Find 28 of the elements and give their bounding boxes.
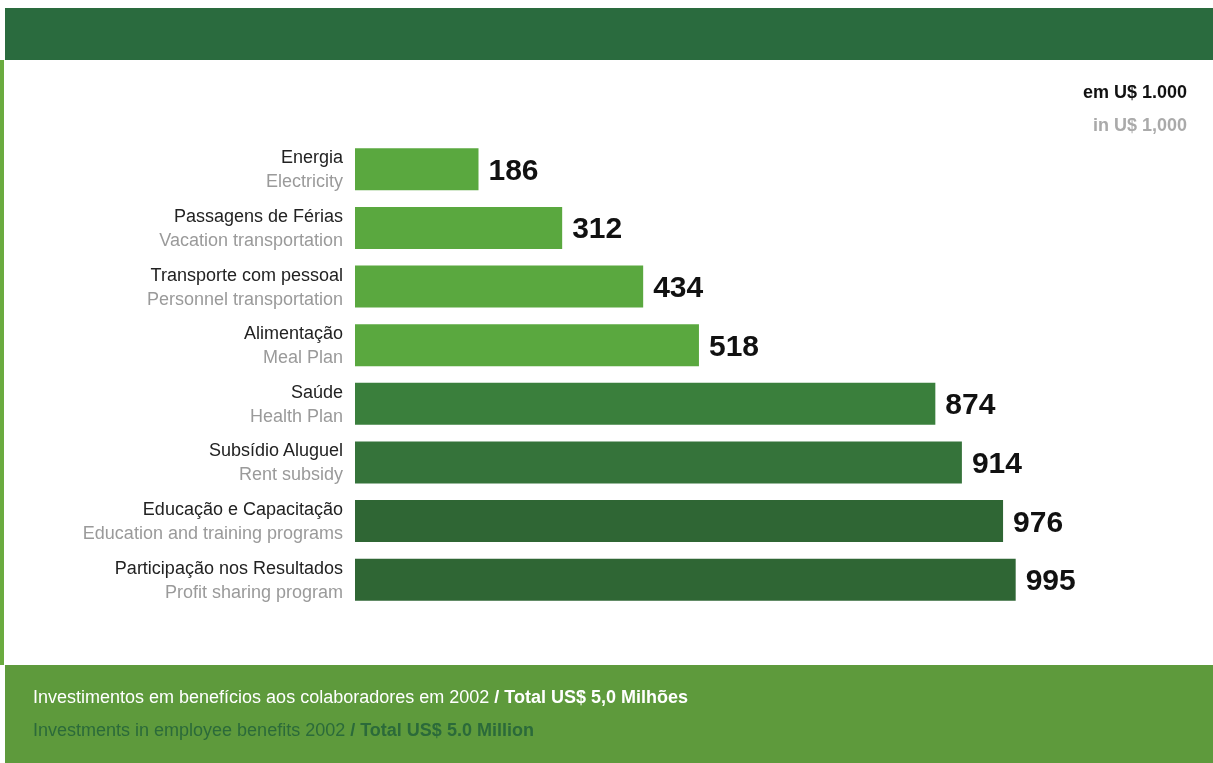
y-tick-label: Saúde Health Plan (249, 381, 343, 426)
y-tick-label: Participação nos Resultados Profit sharing program (114, 557, 343, 602)
bar (355, 265, 644, 308)
text: / Total US$ 5,0 Milhões (494, 687, 688, 707)
bar (355, 324, 699, 367)
y-tick-label: Transporte com pessoal Personnel transportation (146, 264, 343, 309)
data-label: 518 (708, 328, 760, 362)
bar (355, 148, 479, 191)
bar (355, 382, 936, 425)
data-label: 914 (971, 445, 1023, 479)
y-tick-label: Passagens de Férias Vacation transportation (159, 205, 343, 250)
bar (355, 558, 1016, 601)
bar (355, 500, 1004, 543)
data-label: 312 (572, 211, 623, 245)
data-label: 434 (653, 270, 704, 304)
y-tick-label: Alimentação Meal Plan (243, 323, 343, 368)
bar (355, 206, 563, 249)
text: Investimentos em benefícios aos colaboradores em 2002 (33, 687, 490, 707)
y-tick-label: Energia Electricity (265, 147, 344, 192)
y-tick-label: Subsídio Aluguel Rent subsidy (208, 440, 343, 485)
y-tick-label: Educação e Capacitação Education and training programs (82, 499, 343, 544)
data-label: 874 (945, 387, 996, 421)
data-label: 976 (1013, 504, 1064, 538)
data-label: 995 (1025, 563, 1076, 597)
bar (355, 441, 962, 484)
text: em U$ 1.000 (1082, 81, 1187, 104)
data-label: 186 (488, 152, 539, 186)
text: in U$ 1,000 (1091, 114, 1187, 137)
